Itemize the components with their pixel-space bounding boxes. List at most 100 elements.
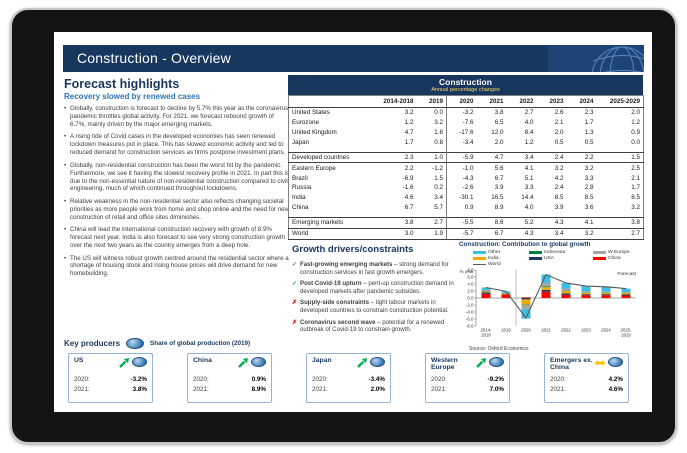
check-icon: ✓ (292, 280, 298, 288)
year-label: 2020: (431, 375, 447, 383)
svg-text:0.0: 0.0 (467, 296, 474, 301)
producer-year-row: 2021: 2.0% (312, 386, 385, 393)
construction-table: Construction Annual percentage changes 2… (288, 75, 644, 240)
growth-item-rest: – potential for a renewed outbreak of Co… (300, 318, 445, 334)
cell-value: 1.5 (596, 151, 644, 164)
growth-value: 7.0% (489, 386, 504, 393)
column-header: 2023 (536, 95, 567, 108)
cell-value: 3.2 (404, 109, 414, 117)
share-badge-icon (251, 357, 266, 367)
cell-value: 3.2 (584, 164, 594, 172)
row-label: United Kingdom (292, 128, 337, 136)
cell-value: 12.0 (491, 128, 504, 136)
producer-card: Emergers ex. China 2020: 4.2% 2021: 4.6% (544, 353, 629, 403)
cell-value: 5.7 (416, 202, 447, 213)
growth-value: 8.9% (251, 386, 266, 393)
cell-value: 3.4 (506, 151, 537, 164)
table-row: World 3.0 1.9 -5.7 6.7 4.3 3.4 3.2 2.7 (288, 227, 644, 240)
cell-value: 1.7 (404, 138, 414, 146)
svg-text:Forecast: Forecast (617, 271, 636, 277)
row-label: Developed countries (288, 151, 375, 164)
bullet-marker: • (64, 197, 67, 205)
producer-card: Japan 2020: -3.4% 2021: 2.0% (306, 353, 391, 403)
producer-card: Western Europe 2020: -9.2% 2021: 7.0% (425, 353, 510, 403)
table-row: Eurozone 1.2 3.2 -7.6 6.5 4.0 2.1 1.7 1.2 (289, 117, 644, 128)
legend-swatch (593, 251, 606, 254)
cell-value: 1.7 (631, 184, 640, 192)
cell-value: 8.6 (476, 216, 507, 229)
forecast-bullet-list: • Globally, construction is forecast to d… (64, 105, 291, 278)
svg-text:2020: 2020 (521, 328, 531, 333)
forecast-bullet: • China will lead the international const… (64, 226, 291, 250)
table-row: India 4.6 3.4 -30.1 16.5 14.4 8.5 8.5 8.5 (289, 192, 644, 203)
growth-value: -9.2% (487, 375, 504, 383)
bullet-marker: • (64, 133, 67, 141)
cell-value: -1.0 (462, 164, 474, 172)
cell-value: 6.7 (476, 227, 507, 240)
cell-value: 3.4 (416, 192, 447, 203)
cell-value: 4.2 (554, 174, 564, 182)
legend-swatch (529, 251, 542, 254)
key-producers-header: Key producers Share of global production… (64, 338, 250, 349)
legend-swatch-color (473, 263, 486, 266)
cell-value: 2.0 (554, 128, 564, 136)
cell-value: 1.2 (524, 138, 534, 146)
cell-value: 4.0 (524, 204, 534, 212)
cell-value: -17.6 (459, 128, 474, 136)
growth-item: ✓ Fast-growing emerging markets – strong … (292, 261, 456, 276)
svg-text:2022: 2022 (561, 328, 571, 333)
producer-card-header: US (74, 357, 147, 372)
growth-items: ✓ Fast-growing emerging markets – strong … (292, 261, 456, 334)
bullet-text: Relative weakness in the non-residential… (70, 197, 290, 221)
producer-year-row: 2021: 4.6% (550, 386, 623, 393)
cell-value: 0.0 (416, 107, 447, 118)
section-title: Forecast highlights (64, 77, 180, 91)
svg-text:2.0: 2.0 (467, 289, 474, 294)
trend-up-icon (119, 358, 129, 368)
cell-value: 2.8 (584, 184, 594, 192)
data-table: 2014-2018 2019 2020 2021 2022 2023 2024 2025-20… (288, 95, 644, 240)
forecast-bullet: • The US will witness robust growth centr… (64, 255, 291, 279)
share-badge-icon (608, 357, 623, 367)
legend-swatch-color (529, 251, 542, 254)
slide-canvas: Construction - Overview Forecast highlig… (54, 32, 652, 412)
cell-value: 3.0 (374, 227, 417, 240)
table-row: Russia -1.6 0.2 -2.6 3.9 3.3 2.4 2.8 1.7 (289, 183, 644, 193)
growth-value: -3.4% (368, 375, 385, 383)
svg-text:2024: 2024 (601, 328, 611, 333)
forecast-bullet: • Globally, non-residential construction … (64, 162, 291, 194)
growth-item-lead: Supply-side constraints (300, 299, 370, 307)
legend-swatch (473, 263, 486, 266)
legend-swatch-color (473, 257, 486, 260)
producer-year-row: 2020: -3.2% (74, 376, 147, 383)
bullet-text: The US will witness robust growth centre… (70, 254, 289, 278)
legend-entry: Indonesia (529, 250, 593, 255)
cell-value: -2.6 (462, 184, 474, 192)
chart-plot: 8.0 6.0 4.0 2.0 0.0 -2.0 -4.0 -6.0 -8.0 % year For… (460, 268, 637, 338)
legend-swatch-color (593, 251, 606, 254)
growth-item-lead: Fast-growing emerging markets (300, 261, 393, 268)
cell-value: 3.2 (631, 204, 640, 212)
cell-value: 5.2 (506, 216, 537, 229)
cell-value: 6.7 (494, 174, 504, 182)
cell-value: 1.5 (416, 173, 447, 184)
share-badge-icon (370, 357, 385, 367)
table-row: Eastern Europe 2.2 -1.2 -1.0 5.6 4.1 3.2 3.2 2.5 (289, 162, 644, 174)
producer-name: Emergers ex. China (550, 357, 593, 372)
bullet-text: Globally, construction is forecast to de… (70, 105, 289, 128)
forecast-bullet: • Relative weakness in the non-residentia… (64, 198, 291, 222)
legend-label: India (488, 256, 499, 261)
growth-value: 0.9% (251, 375, 266, 383)
spacer-cell (416, 212, 447, 218)
svg-text:6.0: 6.0 (467, 275, 474, 280)
cell-value: 6.7 (404, 204, 414, 212)
cell-value: 3.9 (554, 204, 564, 212)
cell-value: 2.1 (631, 174, 640, 182)
row-label: Japan (292, 138, 310, 146)
table-title: Construction (439, 77, 492, 87)
legend-label: China (608, 256, 621, 261)
cell-value: -5.9 (446, 151, 477, 164)
table-row: United States 3.2 0.0 -3.2 3.8 2.7 2.6 2.3 2.0 (289, 107, 644, 118)
cell-value: 1.0 (416, 151, 447, 164)
producer-year-row: 2020: 4.2% (550, 376, 623, 383)
